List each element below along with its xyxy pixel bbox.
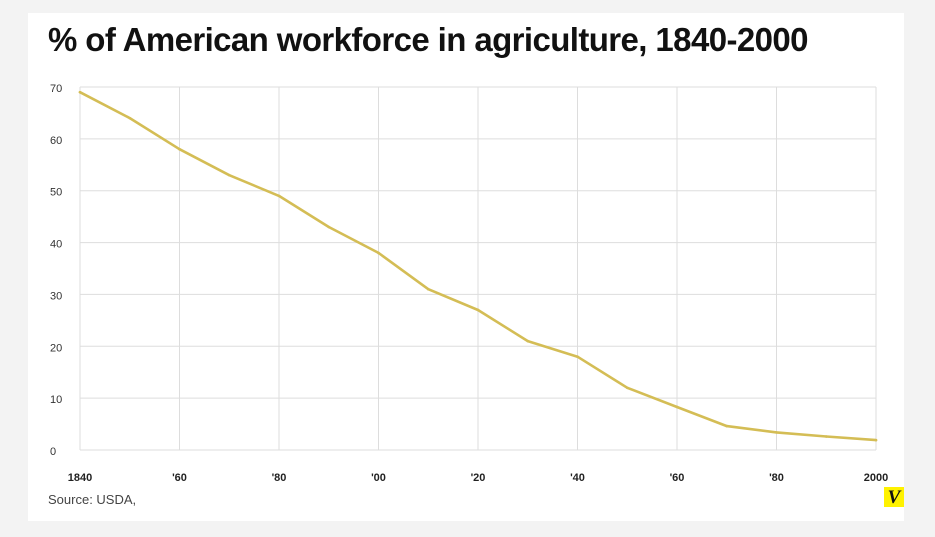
x-tick-label: '00 — [371, 472, 386, 484]
data-point — [78, 90, 82, 94]
data-point — [526, 339, 530, 343]
data-point — [128, 116, 132, 120]
y-tick-label: 70 — [50, 83, 62, 95]
data-point — [327, 225, 331, 229]
y-tick-label: 40 — [50, 239, 62, 251]
data-point — [277, 194, 281, 198]
y-tick-label: 30 — [50, 290, 62, 302]
chart-card: % of American workforce in agriculture, … — [28, 13, 904, 521]
x-tick-label: '40 — [570, 472, 585, 484]
data-point — [725, 424, 729, 428]
data-point — [625, 386, 629, 390]
data-point — [476, 308, 480, 312]
data-point — [178, 147, 181, 151]
x-tick-label: 2000 — [864, 472, 888, 484]
x-tick-label: '60 — [172, 472, 187, 484]
x-axis-ticks: 1840 '60 '80 '00 '20 '40 '60 '80 2000 — [68, 472, 888, 484]
data-point — [675, 405, 679, 409]
y-tick-label: 0 — [50, 446, 56, 458]
y-tick-label: 10 — [50, 394, 62, 406]
y-axis-ticks: 0 10 20 30 40 50 60 70 — [50, 83, 62, 458]
data-point — [775, 431, 778, 434]
x-tick-label: 1840 — [68, 472, 92, 484]
data-point — [576, 355, 579, 358]
x-tick-label: '80 — [272, 472, 287, 484]
data-point — [824, 435, 828, 438]
line-chart: 0 10 20 30 40 50 60 70 1840 '60 '80 '00 '20 '40 '60 '8… — [50, 83, 888, 484]
series-layer — [78, 90, 878, 442]
data-point — [377, 251, 380, 255]
x-tick-label: '60 — [670, 472, 685, 484]
vox-logo: V — [884, 487, 904, 508]
x-tick-label: '80 — [769, 472, 784, 484]
data-point — [426, 287, 430, 291]
y-tick-label: 20 — [50, 342, 62, 354]
grid-lines — [79, 86, 877, 451]
y-tick-label: 60 — [50, 135, 62, 147]
y-tick-label: 50 — [50, 187, 62, 199]
source-note: Source: USDA, — [48, 492, 137, 507]
x-tick-label: '20 — [471, 472, 486, 484]
data-point — [227, 173, 231, 177]
data-point — [874, 438, 878, 442]
chart-title: % of American workforce in agriculture, … — [48, 21, 808, 58]
